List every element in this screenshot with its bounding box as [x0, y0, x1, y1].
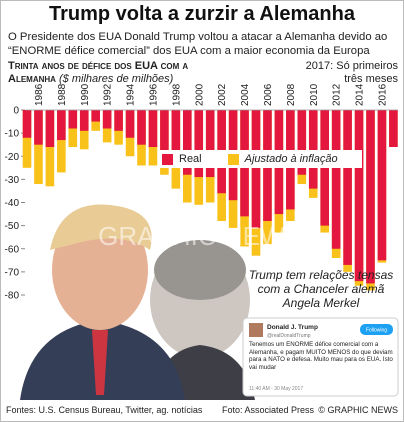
bar: [22, 110, 32, 138]
bar: [34, 110, 43, 184]
bar: [102, 110, 112, 129]
photo: [20, 204, 255, 400]
bar: [114, 110, 123, 131]
watermark: GRAPHIC NEWS: [98, 221, 302, 251]
legend: Real Ajustado à inflação: [158, 150, 362, 168]
x-tick-label: 1998: [171, 83, 182, 106]
bar: [297, 110, 307, 175]
bar: [68, 110, 78, 129]
x-tick-label: 2010: [309, 83, 320, 106]
footer-credit: © GRAPHIC NEWS: [318, 405, 398, 415]
subtitle: O Presidente dos EUA Donald Trump voltou…: [8, 31, 388, 57]
y-tick-label: -70: [5, 267, 20, 278]
y-tick-label: -30: [5, 175, 20, 186]
bar: [45, 110, 55, 187]
y-tick-label: -20: [5, 152, 20, 163]
bar: [91, 110, 100, 122]
y-tick-label: 0: [13, 106, 19, 117]
x-tick-label: 1990: [80, 83, 91, 106]
y-axis-label: ($ milhares de milhões): [59, 72, 174, 85]
legend-label: Ajustado à inflação: [244, 153, 338, 165]
bar: [160, 110, 169, 154]
x-tick-label: 2012: [332, 83, 343, 106]
bar: [79, 110, 89, 131]
bar: [45, 110, 55, 147]
tweet-name: Donald J. Trump: [267, 324, 318, 331]
bar: [22, 110, 32, 168]
x-tick-label: 2004: [240, 83, 251, 106]
x-tick-label: 2006: [263, 83, 274, 106]
y-tick-label: -80: [5, 291, 20, 302]
x-tick-label: 2014: [355, 83, 366, 106]
y-tick-label: -50: [5, 221, 20, 232]
y-tick-label: -60: [5, 244, 20, 255]
x-tick-label: 1992: [103, 83, 114, 106]
bar: [137, 110, 146, 145]
tweet-text: Tenemos um ENORME défice comercial com a…: [249, 341, 393, 371]
bar: [205, 110, 215, 178]
bar: [194, 110, 204, 178]
bar: [57, 110, 66, 173]
bar: [331, 110, 341, 249]
x-tick-label: 2002: [217, 83, 228, 106]
x-tick-label: 1988: [57, 83, 68, 106]
annotation: Trump tem relações tensas com a Chancele…: [248, 268, 394, 310]
tweet-handle: @realDonaldTrump: [267, 333, 311, 339]
footer-photo: Foto: Associated Press: [222, 405, 315, 415]
bar: [183, 110, 192, 175]
footer-sources: Fontes: U.S. Census Bureau, Twitter, ag.…: [6, 405, 203, 415]
tweet-button[interactable]: [360, 324, 393, 335]
x-tick-label: 1996: [148, 83, 159, 106]
chart-note: 2017: Só primeiros três meses: [305, 60, 398, 85]
y-tick-label: -10: [5, 129, 20, 140]
legend-swatch: [227, 153, 239, 165]
bar: [148, 110, 158, 147]
tweet-avatar: [249, 323, 263, 337]
bar: [57, 110, 66, 141]
x-tick-label: 2016: [377, 83, 388, 106]
tweet-time: 11:40 AM - 30 May 2017: [249, 386, 304, 392]
bar: [343, 110, 352, 265]
x-tick-label: 2008: [286, 83, 297, 106]
x-tick-label: 1994: [126, 83, 137, 106]
bar: [34, 110, 43, 145]
bar: [389, 110, 398, 147]
bar: [125, 110, 135, 138]
legend-swatch: [162, 153, 173, 165]
bar: [251, 110, 261, 228]
bar: [308, 110, 318, 189]
legend-label: Real: [179, 153, 202, 165]
x-tick-label: 1986: [34, 83, 45, 106]
bar: [354, 110, 364, 282]
bar: [171, 110, 181, 164]
chart-title: Trinta anos de défice dos EUA com a Alem…: [8, 60, 189, 85]
title: Trump volta a zurzir a Alemanha: [48, 3, 355, 25]
y-tick-label: -40: [5, 198, 20, 209]
x-tick-label: 2000: [194, 83, 205, 106]
tweet-button-label[interactable]: Following: [366, 328, 387, 334]
tweet-card: [242, 317, 399, 397]
bar: [366, 110, 375, 284]
bar: [377, 110, 387, 261]
chart-heading: Trinta anos de défice dos EUA com a Alem…: [8, 60, 208, 85]
